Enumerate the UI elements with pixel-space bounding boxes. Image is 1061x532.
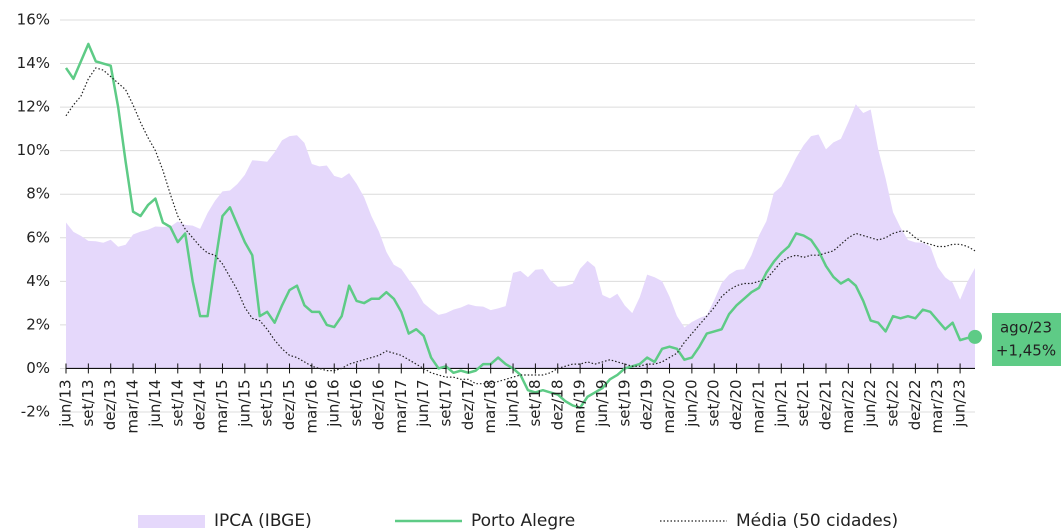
x-tick-label: dez/19 [638, 379, 656, 430]
x-tick-label: set/13 [79, 379, 97, 426]
x-tick-label: set/16 [347, 379, 365, 426]
x-tick-label: mar/16 [302, 379, 320, 433]
y-tick-label: 4% [26, 272, 50, 290]
x-tick-label: jun/23 [951, 379, 969, 427]
x-tick-label: set/19 [615, 379, 633, 426]
x-tick-label: jun/20 [682, 379, 700, 427]
legend-label: Porto Alegre [471, 511, 575, 531]
end-label-box [992, 313, 1061, 366]
x-tick-label: set/22 [884, 379, 902, 426]
line [64, 42, 976, 409]
x-tick-label: dez/17 [459, 379, 477, 430]
x-tick-label: dez/14 [191, 379, 209, 430]
x-tick-label: dez/18 [548, 379, 566, 430]
x-tick-label: dez/21 [816, 379, 834, 430]
y-tick-label: 2% [26, 315, 50, 333]
x-tick-label: set/14 [168, 379, 186, 426]
legend-label: IPCA (IBGE) [214, 511, 312, 531]
x-tick-label: jun/13 [57, 379, 75, 427]
x-tick-label: mar/19 [571, 379, 589, 433]
y-tick-label: 10% [17, 141, 50, 159]
x-tick-label: jun/18 [504, 379, 522, 427]
x-tick-label: jun/22 [861, 379, 879, 427]
x-tick-label: mar/22 [839, 379, 857, 433]
y-tick-label: 6% [26, 228, 50, 246]
x-tick-label: mar/14 [124, 379, 142, 433]
end-label-value: +1,45% [996, 342, 1056, 360]
x-tick-label: mar/23 [928, 379, 946, 433]
x-tick-label: mar/17 [392, 379, 410, 433]
area [66, 104, 975, 369]
y-tick-label: 8% [26, 185, 50, 203]
x-tick-label: mar/15 [213, 379, 231, 433]
x-tick-label: mar/18 [481, 379, 499, 433]
y-tick-label: 12% [17, 98, 50, 116]
x-tick-label: jun/17 [414, 379, 432, 427]
x-tick-label: set/18 [526, 379, 544, 426]
x-tick-label: jun/19 [593, 379, 611, 427]
y-tick-label: 0% [26, 359, 50, 377]
x-tick-label: set/15 [258, 379, 276, 426]
x-tick-label: dez/22 [906, 379, 924, 430]
end-dot [968, 329, 982, 344]
legend-swatch [138, 515, 205, 528]
x-tick-label: mar/21 [749, 379, 767, 433]
line [65, 67, 976, 385]
x-tick-label: set/21 [794, 379, 812, 426]
y-tick-label: -2% [21, 403, 50, 421]
x-tick-label: dez/13 [101, 379, 119, 430]
x-tick-label: set/20 [705, 379, 723, 426]
y-tick-label: 16% [17, 11, 50, 29]
end-label-date: ago/23 [1000, 319, 1052, 337]
x-tick-label: mar/20 [660, 379, 678, 433]
x-tick-label: jun/21 [772, 379, 790, 427]
y-tick-label: 14% [17, 54, 50, 72]
x-tick-label: jun/16 [325, 379, 343, 427]
x-tick-label: dez/20 [727, 379, 745, 430]
legend-label: Média (50 cidades) [736, 511, 898, 531]
x-tick-label: jun/15 [235, 379, 253, 427]
x-tick-label: dez/16 [369, 379, 387, 430]
x-tick-label: jun/14 [146, 379, 164, 427]
x-tick-label: set/17 [436, 379, 454, 426]
x-tick-label: dez/15 [280, 379, 298, 430]
